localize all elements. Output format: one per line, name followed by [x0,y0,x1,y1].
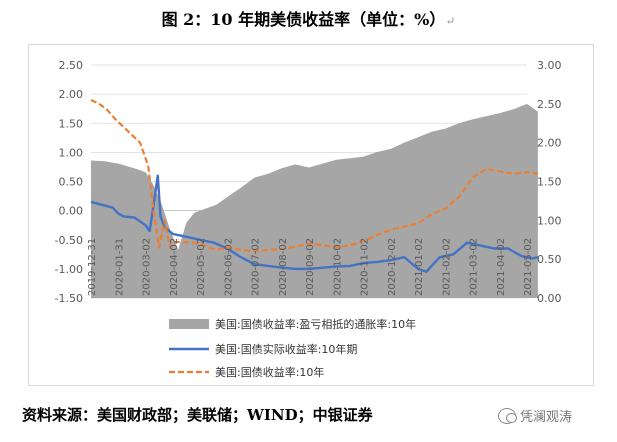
chart-title-text: 图 2：10 年期美债收益率（单位：%） [161,10,446,29]
x-axis-tick: 2020-09-02 [305,238,316,296]
left-axis-tick: -1.00 [55,263,83,276]
watermark-text: 凭澜观涛 [520,410,573,425]
right-axis-tick: 2.00 [537,137,562,150]
x-axis-tick: 2020-06-02 [223,238,234,296]
x-axis-tick: 2020-11-02 [360,238,371,296]
right-axis-tick: 2.50 [537,98,562,111]
left-axis-tick: 0.00 [59,205,84,218]
left-axis-tick: -0.50 [55,234,83,247]
wechat-icon [498,407,517,424]
left-axis-tick: 2.50 [59,59,84,72]
axis-labels: 2.50 2.00 1.50 1.00 0.50 0.00 -0.50 -1.00 -1.50 3… [55,59,562,305]
x-axis-tick: 2021-02-02 [441,238,452,296]
x-axis-tick: 2021-01-02 [414,238,425,296]
right-axis-tick: 0.00 [537,292,562,305]
x-axis-tick: 2020-01-31 [114,238,125,296]
x-axis-tick: 2020-05-02 [196,238,207,296]
x-axis-tick: 2020-12-02 [387,238,398,296]
x-axis-tick: 2020-04-02 [169,238,180,296]
x-axis-tick: 2021-05-02 [523,238,534,296]
legend-label-nominal: 美国:国债收益率:10年 [215,365,324,379]
chart-title: 图 2：10 年期美债收益率（单位：%）↵ [0,6,617,30]
right-axis-tick: 3.00 [537,59,562,72]
right-axis-tick: 1.00 [537,214,562,227]
chart-frame: 2.50 2.00 1.50 1.00 0.50 0.00 -0.50 -1.00 -1.50 3… [28,44,594,386]
left-axis-tick: -1.50 [55,292,83,305]
x-axis-tick: 2021-03-02 [469,238,480,296]
x-axis-tick: 2020-03-02 [142,238,153,296]
x-axis-tick: 2020-07-02 [251,238,262,296]
right-axis-tick: 0.50 [537,253,562,266]
breakeven-area-layer [91,103,538,298]
left-axis-tick: 1.50 [59,117,84,130]
line-layer [90,98,539,273]
return-mark: ↵ [445,14,456,28]
legend-label-breakeven: 美国:国债收益率:盈亏相抵的通胀率:10年 [215,317,416,331]
nominal-yield-line [90,98,539,253]
legend-swatch-breakeven [169,319,209,329]
legend: 美国:国债收益率:盈亏相抵的通胀率:10年美国:国债实际收益率:10年期美国:国… [169,317,416,379]
left-axis-tick: 0.50 [59,176,84,189]
x-axis-tick: 2020-08-02 [278,238,289,296]
breakeven-area [91,103,538,298]
legend-label-real: 美国:国债实际收益率:10年期 [215,342,357,356]
left-axis-tick: 1.00 [59,146,84,159]
left-axis-tick: 2.00 [59,88,84,101]
source-note: 资料来源：美国财政部；美联储；WIND；中银证券 [22,406,373,424]
right-axis-tick: 1.50 [537,176,562,189]
x-axis-tick: 2020-10-02 [332,238,343,296]
x-axis-tick: 2021-04-02 [496,238,507,296]
chart-svg: 2.50 2.00 1.50 1.00 0.50 0.00 -0.50 -1.00 -1.50 3… [55,59,562,379]
watermark: 凭澜观涛 [498,406,572,425]
real-yield-line [90,174,539,273]
x-axis-tick: 2019-12-31 [87,238,98,296]
